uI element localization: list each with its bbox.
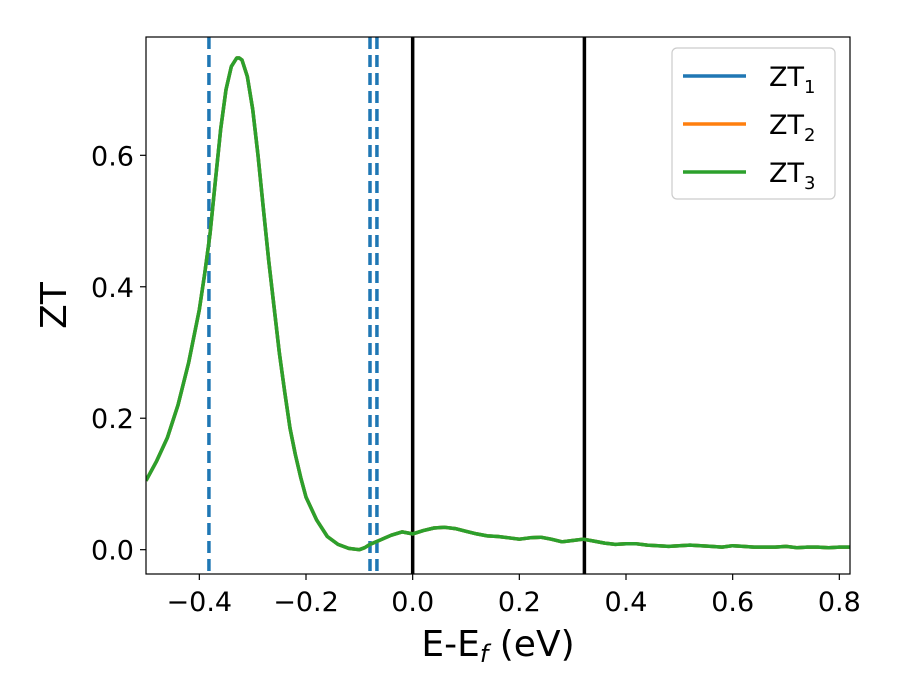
y-tick-label-1: 0.2 <box>91 404 134 435</box>
x-tick-label-4: 0.4 <box>605 587 648 618</box>
legend-entry-1: ZT1 <box>769 62 815 98</box>
y-axis-label: ZT <box>34 281 75 329</box>
x-tick-label-1: −0.2 <box>273 587 339 618</box>
x-tick-label-6: 0.8 <box>818 587 861 618</box>
x-tick-label-5: 0.6 <box>711 587 754 618</box>
legend-entry-2: ZT2 <box>769 110 815 146</box>
x-axis-label-suffix: (eV) <box>488 624 574 665</box>
series-line-zt3 <box>146 56 850 552</box>
x-tick-label-0: −0.4 <box>167 587 233 618</box>
x-axis-label-base: E-E <box>421 624 479 665</box>
x-axis-label: E-Ef (eV) <box>421 624 574 668</box>
legend: ZT1 ZT2 ZT3 <box>671 47 836 200</box>
y-tick-label-3: 0.6 <box>91 141 134 172</box>
x-tick-label-3: 0.2 <box>498 587 541 618</box>
axes-frame <box>145 36 851 575</box>
y-tick-label-0: 0.0 <box>91 536 134 567</box>
legend-box <box>671 47 836 200</box>
legend-entry-3: ZT3 <box>769 158 815 194</box>
y-tick-label-2: 0.4 <box>91 273 134 304</box>
y-axis: 0.0 0.2 0.4 0.6 <box>91 141 146 567</box>
x-tick-label-2: 0.0 <box>391 587 434 618</box>
x-axis: −0.4 −0.2 0.0 0.2 0.4 0.6 0.8 <box>167 574 861 618</box>
plot-area <box>146 37 850 574</box>
